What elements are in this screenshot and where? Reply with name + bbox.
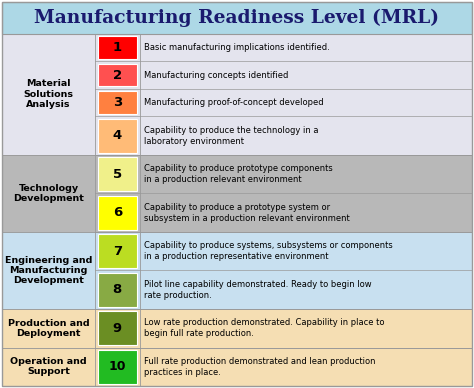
Text: 4: 4	[113, 129, 122, 142]
Text: 7: 7	[113, 245, 122, 258]
Bar	[2, 348, 472, 386]
Text: Full rate production demonstrated and lean production
practices in place.: Full rate production demonstrated and le…	[144, 357, 375, 377]
Text: Pilot line capability demonstrated. Ready to begin low
rate production.: Pilot line capability demonstrated. Read…	[144, 280, 371, 300]
Bar	[98, 273, 137, 307]
Text: Capability to produce a prototype system or
subsystem in a production relevant e: Capability to produce a prototype system…	[144, 203, 349, 223]
Text: Capability to produce the technology in a
laboratory environment: Capability to produce the technology in …	[144, 126, 318, 146]
Text: Basic manufacturing implications identified.: Basic manufacturing implications identif…	[144, 43, 329, 52]
Text: 9: 9	[113, 322, 122, 335]
Bar	[2, 232, 472, 309]
Text: 6: 6	[113, 206, 122, 219]
Bar	[2, 2, 472, 34]
Bar	[98, 196, 137, 230]
Text: Production and
Deployment: Production and Deployment	[8, 319, 90, 338]
Text: Capability to produce prototype components
in a production relevant environment: Capability to produce prototype componen…	[144, 164, 332, 184]
Text: 2: 2	[113, 69, 122, 81]
Bar	[98, 119, 137, 152]
Text: Manufacturing concepts identified: Manufacturing concepts identified	[144, 71, 288, 80]
Bar	[98, 64, 137, 87]
Bar	[98, 91, 137, 114]
Text: Capability to produce systems, subsystems or components
in a production represen: Capability to produce systems, subsystem…	[144, 241, 392, 261]
Text: 10: 10	[109, 360, 126, 373]
Bar	[98, 36, 137, 59]
Text: Manufacturing proof-of-concept developed: Manufacturing proof-of-concept developed	[144, 98, 323, 107]
Bar	[2, 309, 472, 348]
Bar	[98, 157, 137, 191]
Bar	[2, 155, 472, 232]
Text: Low rate production demonstrated. Capability in place to
begin full rate product: Low rate production demonstrated. Capabi…	[144, 318, 384, 338]
Text: 1: 1	[113, 41, 122, 54]
Text: Manufacturing Readiness Level (MRL): Manufacturing Readiness Level (MRL)	[35, 9, 439, 27]
Text: Operation and
Support: Operation and Support	[10, 357, 87, 376]
Text: Technology
Development: Technology Development	[13, 184, 84, 203]
Text: Material
Solutions
Analysis: Material Solutions Analysis	[24, 80, 73, 109]
Text: Engineering and
Manufacturing
Development: Engineering and Manufacturing Developmen…	[5, 256, 92, 285]
Bar	[98, 350, 137, 384]
Bar	[98, 311, 137, 345]
Bar	[2, 34, 472, 155]
Text: 8: 8	[113, 283, 122, 296]
Text: 3: 3	[113, 96, 122, 109]
Bar	[98, 234, 137, 268]
Text: 5: 5	[113, 168, 122, 181]
